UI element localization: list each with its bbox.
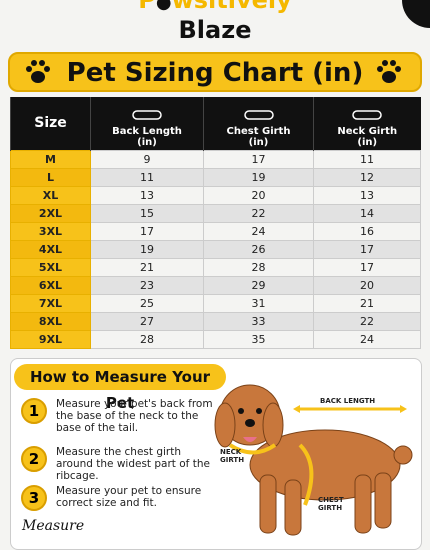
value-cell: 20 <box>203 186 314 205</box>
size-cell: M <box>10 150 91 169</box>
paw-left <box>26 60 50 83</box>
paw-right <box>377 60 401 83</box>
step-text: Measure your pet's back from the base of… <box>56 398 213 434</box>
column-header: Back Length (in) <box>90 97 204 151</box>
size-cell: 9XL <box>10 330 91 349</box>
table-row: 2XL 15 22 14 <box>10 204 421 223</box>
measure-title: How to Measure Your Pet <box>14 364 226 412</box>
value-cell: 28 <box>203 258 314 277</box>
table-row: 8XL 27 33 22 <box>10 312 421 331</box>
size-cell: 3XL <box>10 222 91 241</box>
column-icon <box>92 105 202 123</box>
column-icon <box>205 105 312 123</box>
value-cell: 20 <box>313 276 421 295</box>
title: Pet Sizing Chart (in) <box>66 58 364 88</box>
value-cell: 14 <box>313 204 421 223</box>
brand-start: P <box>138 0 156 14</box>
value-cell: 33 <box>203 312 314 331</box>
value-cell: 19 <box>203 168 314 187</box>
chest-label: CHEST GIRTH <box>318 496 344 512</box>
value-cell: 22 <box>203 204 314 223</box>
table-row: M 9 17 11 <box>10 150 421 169</box>
table-row: 4XL 19 26 17 <box>10 240 421 259</box>
value-cell: 17 <box>313 240 421 259</box>
column-unit: (in) <box>357 137 378 148</box>
value-cell: 17 <box>313 258 421 277</box>
column-unit: (in) <box>137 137 157 148</box>
value-cell: 26 <box>203 240 314 259</box>
size-cell: 5XL <box>10 258 91 277</box>
table-row: 6XL 23 29 20 <box>10 276 421 295</box>
step-number: 1 <box>21 398 47 424</box>
table-row: XL 13 20 13 <box>10 186 421 205</box>
title-banner: Pet Sizing Chart (in) <box>8 52 422 92</box>
table-body: M 9 17 11 L 11 19 12 XL 13 20 13 2XL 15 22 14 3XL 17 24 16 4… <box>10 150 421 349</box>
size-cell: XL <box>10 186 91 205</box>
column-name: Back Length <box>112 126 182 137</box>
value-cell: 31 <box>203 294 314 313</box>
step-text: Measure the chest girth around the wides… <box>56 446 210 482</box>
brand: P●wsitively <box>0 0 430 14</box>
column-unit: (in) <box>248 137 269 148</box>
value-cell: 11 <box>90 168 204 187</box>
size-cell: 8XL <box>10 312 91 331</box>
brand-end: wsitively <box>171 0 292 14</box>
value-cell: 28 <box>90 330 204 349</box>
value-cell: 9 <box>90 150 204 169</box>
value-cell: 19 <box>90 240 204 259</box>
value-cell: 17 <box>203 150 314 169</box>
size-cell: 6XL <box>10 276 91 295</box>
table-row: 3XL 17 24 16 <box>10 222 421 241</box>
corner-circle <box>402 0 430 28</box>
size-cell: 2XL <box>10 204 91 223</box>
brand-line2: Blaze <box>178 16 252 44</box>
value-cell: 35 <box>203 330 314 349</box>
value-cell: 27 <box>90 312 204 331</box>
step-text: Measure your pet to ensure correct size … <box>56 485 202 509</box>
value-cell: 11 <box>313 150 421 169</box>
footer-script: Measure <box>22 518 85 534</box>
value-cell: 24 <box>203 222 314 241</box>
value-cell: 15 <box>90 204 204 223</box>
value-cell: 29 <box>203 276 314 295</box>
table-row: 9XL 28 35 24 <box>10 330 421 349</box>
size-table: Size Back Length (in) Chest Girth (in) Neck G… <box>10 97 421 349</box>
value-cell: 17 <box>90 222 204 241</box>
value-cell: 23 <box>90 276 204 295</box>
value-cell: 24 <box>313 330 421 349</box>
size-cell: 7XL <box>10 294 91 313</box>
size-cell: L <box>10 168 91 187</box>
table-row: 5XL 21 28 17 <box>10 258 421 277</box>
column-header: Chest Girth (in) <box>203 97 314 151</box>
value-cell: 21 <box>313 294 421 313</box>
column-header: Size <box>10 97 91 151</box>
table-row: L 11 19 12 <box>10 168 421 187</box>
column-name: Chest Girth <box>226 126 291 137</box>
column-name: Size <box>34 114 67 131</box>
back-label: BACK LENGTH <box>320 397 376 405</box>
column-name: Neck Girth <box>337 126 398 137</box>
step-number: 2 <box>21 446 47 472</box>
size-cell: 4XL <box>10 240 91 259</box>
column-icon <box>315 105 420 123</box>
value-cell: 13 <box>313 186 421 205</box>
value-cell: 16 <box>313 222 421 241</box>
dog-illustration <box>214 384 413 536</box>
neck-label: NECK GIRTH <box>220 448 245 464</box>
column-header: Neck Girth (in) <box>313 97 421 151</box>
paw-icon: ● <box>155 0 172 13</box>
value-cell: 22 <box>313 312 421 331</box>
value-cell: 25 <box>90 294 204 313</box>
step-number: 3 <box>21 485 47 511</box>
table-row: 7XL 25 31 21 <box>10 294 421 313</box>
value-cell: 21 <box>90 258 204 277</box>
value-cell: 12 <box>313 168 421 187</box>
value-cell: 13 <box>90 186 204 205</box>
header-row: Size Back Length (in) Chest Girth (in) Neck G… <box>10 97 421 151</box>
